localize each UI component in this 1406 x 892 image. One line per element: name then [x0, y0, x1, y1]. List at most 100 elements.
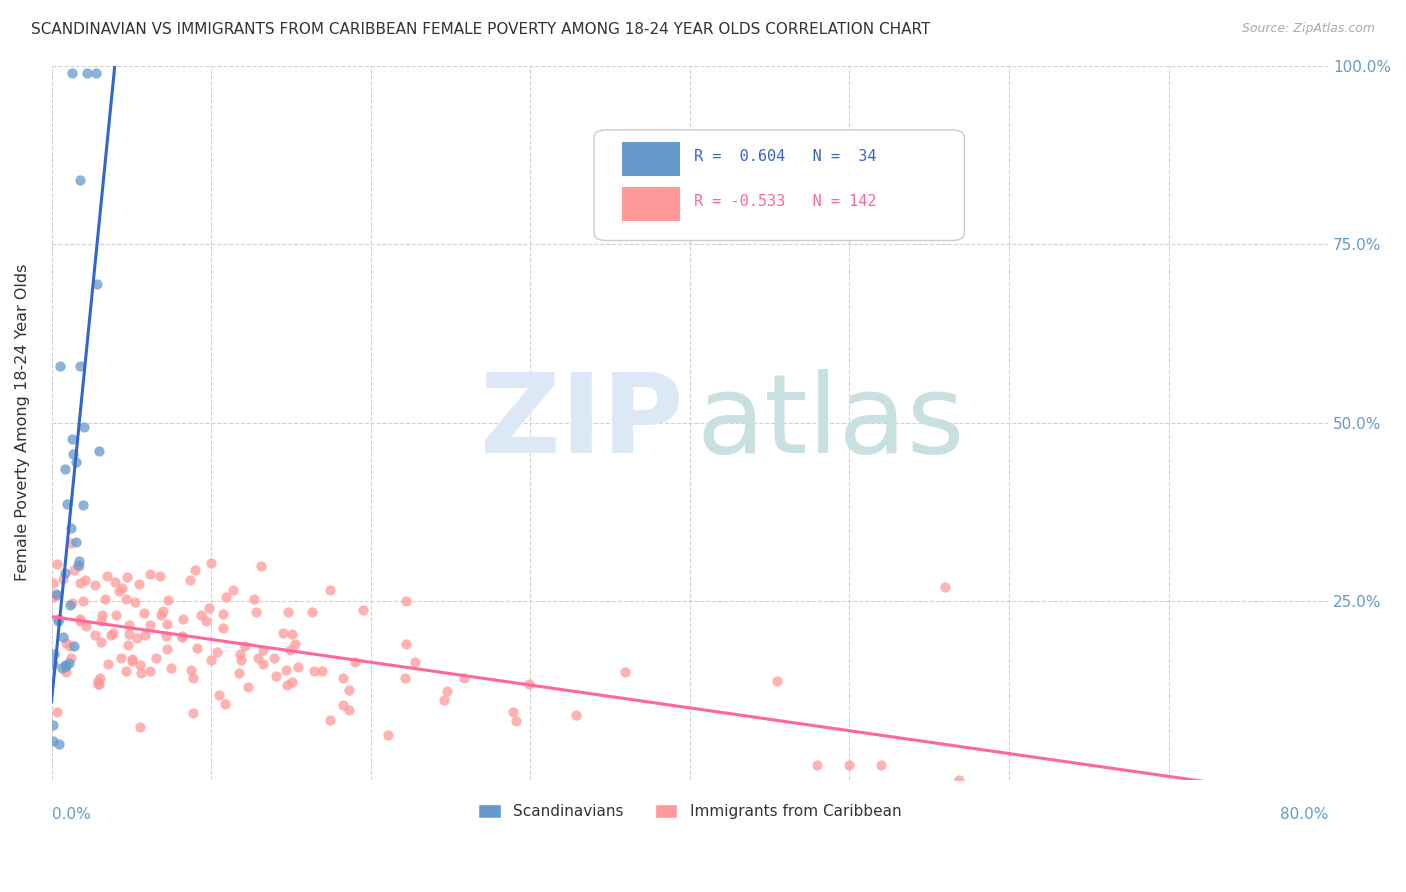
Point [228, 666, 250, 681]
Point [207, 645, 229, 659]
Point [281, 627, 304, 641]
Point [271, 626, 294, 640]
Point [247, 651, 270, 665]
Point [104, 575, 127, 590]
Point [278, 643, 301, 657]
Point [150, 608, 173, 623]
Point [97, 657, 120, 672]
Point [149, 568, 172, 582]
Point [59, 639, 82, 653]
Point [208, 688, 231, 702]
Point [91, 608, 114, 623]
Point [152, 603, 174, 617]
Point [179, 574, 201, 588]
Point [332, 698, 354, 713]
Point [236, 680, 259, 694]
Text: atlas: atlas [696, 369, 965, 476]
Point [48, 612, 70, 626]
Point [49, 359, 72, 374]
Point [67, 554, 90, 568]
Point [404, 655, 426, 669]
Point [60, 596, 83, 610]
Point [87, 674, 110, 689]
Point [66, 558, 89, 573]
Point [51, 660, 73, 674]
Point [83, 628, 105, 642]
Point [277, 605, 299, 619]
Text: Source: ZipAtlas.com: Source: ZipAtlas.com [1241, 22, 1375, 36]
Point [62, 447, 84, 461]
Point [180, 663, 202, 677]
Point [128, 658, 150, 673]
Point [222, 583, 245, 598]
Point [502, 705, 524, 719]
Point [124, 595, 146, 609]
Point [332, 672, 354, 686]
Point [160, 661, 183, 675]
Text: ZIP: ZIP [479, 369, 683, 476]
Point [838, 758, 860, 772]
Point [53, 566, 76, 580]
Point [394, 672, 416, 686]
Point [42, 657, 65, 671]
Point [48, 737, 70, 751]
Point [89, 677, 111, 691]
Point [250, 558, 273, 573]
Point [337, 703, 360, 717]
Point [200, 557, 222, 571]
Point [200, 653, 222, 667]
Point [100, 628, 122, 642]
Point [172, 611, 194, 625]
Point [55, 636, 77, 650]
Point [118, 618, 141, 632]
Point [243, 592, 266, 607]
Point [319, 713, 342, 727]
Point [139, 618, 162, 632]
Point [183, 563, 205, 577]
Point [114, 664, 136, 678]
Point [46, 557, 69, 571]
Point [245, 605, 267, 619]
Point [311, 664, 333, 678]
Point [42, 591, 65, 605]
Text: 0.0%: 0.0% [52, 807, 90, 822]
Point [211, 607, 233, 621]
Point [157, 592, 180, 607]
Point [52, 631, 75, 645]
Point [121, 652, 143, 666]
Point [104, 607, 127, 622]
Point [55, 659, 77, 673]
Point [110, 582, 132, 596]
Point [46, 612, 69, 626]
Point [394, 637, 416, 651]
Point [60, 66, 83, 80]
Point [614, 665, 637, 680]
Point [181, 671, 204, 685]
Point [72, 594, 94, 608]
Point [343, 655, 366, 669]
Point [59, 598, 82, 612]
Point [86, 277, 108, 291]
Point [280, 674, 302, 689]
Point [134, 628, 156, 642]
Point [89, 671, 111, 685]
Point [115, 592, 138, 607]
Point [69, 173, 91, 187]
Point [212, 622, 235, 636]
Point [170, 630, 193, 644]
Point [76, 66, 98, 80]
Point [252, 657, 274, 672]
Point [75, 573, 97, 587]
Point [517, 677, 540, 691]
Point [46, 706, 69, 720]
Point [134, 606, 156, 620]
Point [110, 650, 132, 665]
Point [352, 603, 374, 617]
Point [870, 758, 893, 772]
Point [60, 651, 83, 665]
Point [195, 614, 218, 628]
Point [58, 656, 80, 670]
Point [72, 498, 94, 512]
Point [129, 720, 152, 734]
Point [53, 461, 76, 475]
